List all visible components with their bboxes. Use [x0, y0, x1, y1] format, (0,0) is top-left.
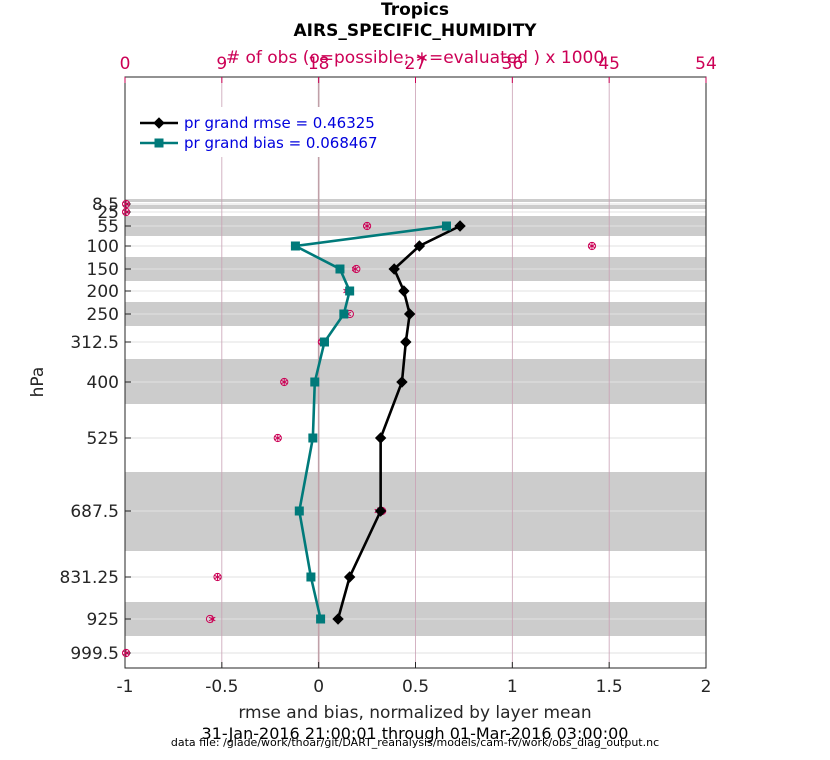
- top-tick-label: 36: [502, 54, 524, 74]
- y-tick-label: 250: [87, 305, 119, 325]
- bias-point: [310, 377, 320, 387]
- y-tick-label: 525: [87, 429, 119, 449]
- legend-marker: [154, 138, 164, 148]
- x-tick-label: 0.5: [402, 677, 429, 697]
- rmse-point: [454, 220, 466, 232]
- obs-evaluated-marker: [280, 378, 288, 386]
- rmse-point: [398, 285, 410, 297]
- x-tick-label: 0: [313, 677, 324, 697]
- bias-point: [306, 572, 316, 582]
- rmse-point: [396, 376, 408, 388]
- rmse-point: [388, 263, 400, 275]
- x-axis-label: rmse and bias, normalized by layer mean: [238, 703, 591, 723]
- legend-box: [132, 107, 408, 157]
- top-tick-label: 54: [695, 54, 717, 74]
- bias-point: [339, 309, 349, 319]
- obs-evaluated-marker: [214, 573, 221, 581]
- rmse-point: [332, 613, 344, 625]
- y-tick-label: 150: [87, 260, 119, 280]
- obs-evaluated-marker: [351, 265, 359, 273]
- y-tick-label: 925: [87, 610, 119, 630]
- top-tick-label: 18: [308, 54, 330, 74]
- bias-point: [345, 286, 355, 296]
- bias-point: [319, 337, 329, 347]
- date-range: 31-Jan-2016 21:00:01 through 01-Mar-2016…: [202, 724, 629, 743]
- obs-possible-marker: [352, 264, 361, 274]
- rmse-point: [374, 432, 387, 444]
- y-tick-label: 55: [97, 217, 119, 237]
- obs-evaluated-marker: [363, 222, 371, 230]
- legend-rmse-label: pr grand rmse = 0.46325: [184, 114, 375, 132]
- x-tick-label: 2: [701, 677, 712, 697]
- bias-point: [308, 433, 318, 443]
- obs-evaluated-marker: [274, 434, 282, 442]
- y-tick-label: 400: [87, 373, 119, 393]
- data-file-path: data file: /glade/work/thoar/git/DART_re…: [171, 736, 659, 749]
- legend-marker: [153, 117, 165, 129]
- top-tick-label: 45: [598, 54, 620, 74]
- rmse-point: [413, 240, 426, 252]
- chart-title: Tropics: [381, 0, 449, 20]
- y-tick-label: 100: [87, 237, 119, 257]
- bias-point: [316, 614, 326, 624]
- rmse-point: [343, 571, 356, 583]
- obs-possible-marker: [205, 614, 215, 624]
- x-tick-label: 1.5: [596, 677, 623, 697]
- y-tick-label: 200: [87, 282, 119, 302]
- y-tick-label: 25: [97, 203, 119, 223]
- obs-evaluated-marker: [208, 615, 216, 623]
- top-tick-label: 27: [405, 54, 427, 74]
- bias-point: [294, 506, 304, 516]
- y-tick-label: 831.25: [60, 568, 119, 588]
- bias-point: [335, 264, 345, 274]
- obs-evaluated-marker: [588, 242, 596, 250]
- chart-subtitle: AIRS_SPECIFIC_HUMIDITY: [294, 21, 538, 41]
- rmse-point: [403, 308, 416, 320]
- x-tick-label: -0.5: [205, 677, 238, 697]
- y-tick-label: 8.5: [92, 195, 119, 215]
- y-tick-label: 999.5: [70, 644, 119, 664]
- rmse-line: [336, 224, 461, 620]
- grid: [125, 77, 706, 668]
- rmse-point: [374, 505, 387, 517]
- obs-evaluated-marker: [122, 200, 130, 208]
- top-tick-label: 0: [120, 54, 131, 74]
- x-tick-label: -1: [117, 677, 134, 697]
- y-tick-label: 312.5: [70, 333, 119, 353]
- obs-evaluated-marker: [122, 649, 130, 657]
- series-group: [290, 220, 466, 625]
- legend-bias-label: pr grand bias = 0.068467: [184, 134, 378, 152]
- rmse-point: [400, 336, 412, 348]
- bias-point: [441, 221, 451, 231]
- top-axis-label: # of obs (o=possible; ∗=evaluated ) x 10…: [226, 48, 604, 68]
- top-tick-label: 9: [216, 54, 227, 74]
- x-tick-label: 1: [507, 677, 518, 697]
- y-tick-label: 687.5: [70, 502, 119, 522]
- bias-point: [290, 241, 300, 251]
- y-axis-label: hPa: [28, 367, 48, 398]
- obs-evaluated-marker: [122, 208, 130, 216]
- legend: pr grand rmse = 0.46325 pr grand bias = 0…: [132, 107, 408, 157]
